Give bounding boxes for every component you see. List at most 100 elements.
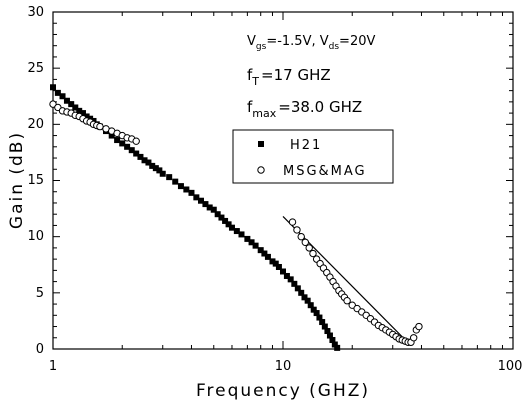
h21-point xyxy=(68,101,75,108)
h21-point xyxy=(124,143,131,150)
msg-mag-point xyxy=(415,322,423,331)
h21-point xyxy=(76,107,83,114)
h21-point xyxy=(137,153,144,160)
h21-point xyxy=(298,289,305,296)
h21-point xyxy=(63,97,70,104)
h21-point xyxy=(238,231,245,238)
h21-point xyxy=(280,268,286,275)
h21-point xyxy=(248,239,255,246)
msg-mag-point xyxy=(343,296,351,305)
msg-mag-point xyxy=(288,218,297,226)
h21-point xyxy=(72,104,79,111)
ft-annotation: fT =17 GHZ xyxy=(247,66,331,88)
h21-point xyxy=(206,204,213,211)
h21-point xyxy=(331,341,338,348)
h21-point xyxy=(326,332,333,339)
h21-point xyxy=(149,162,156,169)
h21-point xyxy=(59,93,66,100)
y-tick-label: 30 xyxy=(27,5,44,20)
y-tick-label: 15 xyxy=(27,173,44,188)
h21-point xyxy=(210,206,217,213)
h21-point xyxy=(287,276,294,283)
h21-point xyxy=(177,183,184,190)
h21-point xyxy=(272,260,279,267)
y-axis-title: Gain (dB) xyxy=(7,131,27,229)
h21-point xyxy=(145,159,152,166)
h21-point xyxy=(172,178,179,185)
h21-point xyxy=(316,314,323,321)
h21-point xyxy=(283,272,290,279)
h21-point xyxy=(152,165,159,172)
h21-point xyxy=(222,217,229,224)
h21-point xyxy=(324,328,331,335)
legend: H21 MSG&MAG xyxy=(232,129,394,184)
y-tick-label: 5 xyxy=(36,286,44,301)
h21-point xyxy=(334,344,341,351)
h21-point xyxy=(257,247,264,254)
h21-point xyxy=(156,167,163,174)
h21-point xyxy=(264,253,271,260)
h21-point xyxy=(313,310,320,317)
h21-point xyxy=(252,242,259,249)
h21-point xyxy=(310,306,317,313)
h21-point xyxy=(133,150,140,157)
h21-point xyxy=(218,214,225,221)
vgs-symbol: V xyxy=(247,34,256,49)
msg-mag-point xyxy=(49,100,57,108)
h21-point xyxy=(108,132,115,139)
msg-mag-point xyxy=(132,137,140,145)
h21-point xyxy=(128,147,135,154)
h21-point xyxy=(244,235,251,242)
h21-point xyxy=(54,89,61,96)
vds-symbol: V xyxy=(320,34,329,49)
y-tick-label: 0 xyxy=(36,342,44,357)
data-marks xyxy=(49,84,423,351)
y-tick-label: 20 xyxy=(27,117,44,132)
legend-marker-msg xyxy=(257,166,265,174)
h21-point xyxy=(197,197,204,204)
fmax-annotation: fmax =38.0 GHZ xyxy=(247,98,362,120)
h21-point xyxy=(228,224,235,231)
msg-mag-point xyxy=(96,122,104,131)
h21-point xyxy=(275,263,282,270)
vds-value: =20V xyxy=(339,34,375,49)
h21-point xyxy=(225,221,232,228)
fmax-symbol: f xyxy=(247,98,253,116)
x-tick-label: 100 xyxy=(498,359,523,374)
h21-point xyxy=(304,297,311,304)
msg-mag-point xyxy=(297,232,305,241)
x-tick-labels: 1 10 100 xyxy=(49,359,523,374)
h21-point xyxy=(329,337,336,344)
h21-point xyxy=(202,201,209,208)
legend-marker-h21 xyxy=(258,141,264,147)
h21-point xyxy=(269,258,276,265)
tick-marks xyxy=(52,11,514,350)
legend-box xyxy=(232,129,394,184)
msg-mag-point xyxy=(409,334,418,342)
x-tick-label: 1 xyxy=(49,359,57,374)
h21-point xyxy=(50,84,56,91)
h21-point xyxy=(261,250,268,257)
h21-point xyxy=(114,137,121,144)
h21-point xyxy=(294,285,301,292)
vgs-value: =-1.5V, xyxy=(266,34,319,49)
h21-point xyxy=(119,140,126,147)
y-tick-label: 10 xyxy=(27,229,44,244)
bias-annotation: Vgs=-1.5V, Vds=20V xyxy=(247,34,375,52)
vgs-subscript: gs xyxy=(256,42,267,52)
x-tick-label: 10 xyxy=(275,359,292,374)
h21-point xyxy=(83,113,90,120)
msg-mag-point xyxy=(301,238,309,246)
h21-point xyxy=(183,186,190,193)
msg-mag-point xyxy=(293,226,301,234)
legend-label-h21: H21 xyxy=(290,138,322,153)
h21-point xyxy=(166,174,173,181)
ft-subscript: T xyxy=(251,75,259,88)
h21-point xyxy=(233,228,240,235)
msg-mag-point xyxy=(348,301,356,309)
msg-mag-point xyxy=(309,249,317,258)
legend-label-msg: MSG&MAG xyxy=(283,164,367,179)
h21-point xyxy=(307,302,314,309)
msg-mag-point xyxy=(305,244,313,252)
